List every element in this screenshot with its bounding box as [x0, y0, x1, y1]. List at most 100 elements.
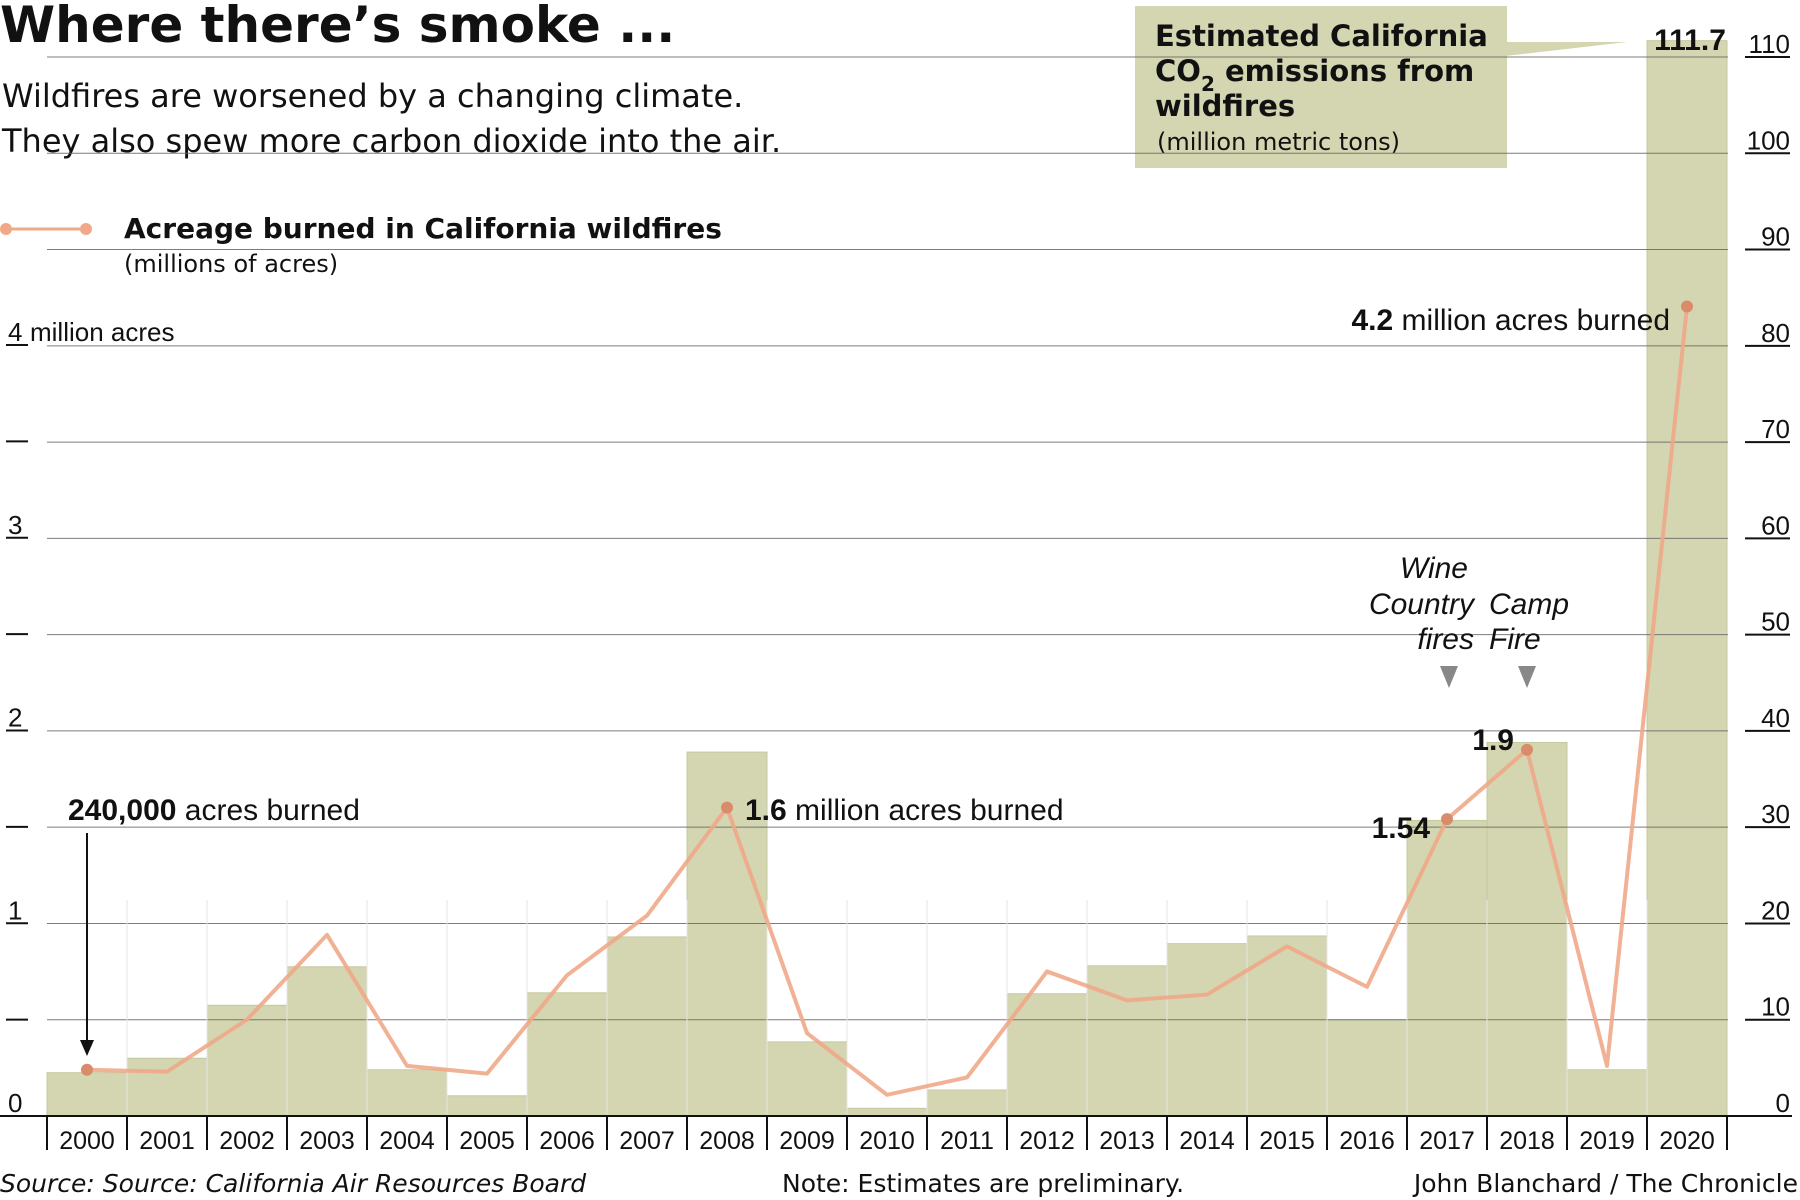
event-label-2017-line1: Wine — [1400, 552, 1468, 585]
line-legend-label: Acreage burned in California wildfires — [124, 212, 722, 245]
x-tick-label-2019: 2019 — [1579, 1127, 1635, 1155]
bar-2012 — [1006, 993, 1088, 1117]
bar-legend-label-line1: Estimated California — [1155, 19, 1488, 53]
bar-2000 — [46, 1072, 128, 1117]
bar-2007 — [606, 936, 688, 1117]
left-tick-label-1: 1 — [8, 895, 22, 925]
x-tick-label-2008: 2008 — [699, 1127, 755, 1155]
right-tick-label-20: 20 — [1761, 895, 1790, 925]
annotation-2017-value: 1.54 — [1372, 812, 1431, 845]
line-legend-marker-start — [0, 223, 12, 235]
chart-subtitle-line2: They also spew more carbon dioxide into … — [1, 122, 781, 160]
right-tick-label-30: 30 — [1761, 799, 1790, 829]
acreage-point-2018 — [1521, 743, 1533, 756]
acreage-point-2008 — [721, 801, 733, 814]
bar-2001 — [126, 1057, 208, 1117]
x-tick-label-2004: 2004 — [379, 1127, 435, 1155]
right-tick-label-110: 110 — [1749, 29, 1790, 59]
right-tick-label-10: 10 — [1761, 992, 1790, 1022]
acreage-point-2020 — [1681, 300, 1693, 313]
preliminary-note: Note: Estimates are preliminary. — [782, 1169, 1184, 1198]
callout-box — [1135, 6, 1507, 168]
annotation-2000: 240,000 acres burned — [68, 794, 360, 827]
right-tick-label-60: 60 — [1761, 510, 1790, 540]
annotation-2020: 4.2 million acres burned — [1351, 304, 1670, 337]
credit-line: John Blanchard / The Chronicle — [1412, 1169, 1798, 1198]
right-tick-label-90: 90 — [1761, 222, 1790, 252]
source-note: Source: Source: California Air Resources… — [0, 1169, 586, 1198]
left-axis: 0 1 2 3 4 million acres — [6, 317, 175, 1118]
right-tick-label-100: 100 — [1747, 125, 1790, 155]
bar-legend-label-line3: wildfires — [1155, 89, 1295, 123]
bar-2004 — [366, 1069, 448, 1117]
event-label-2017-line2: Country — [1369, 588, 1476, 621]
annotations: 240,000 acres burned 1.6 million acres b… — [68, 24, 1726, 1056]
x-tick-label-2017: 2017 — [1419, 1127, 1475, 1155]
bar-2016 — [1326, 1019, 1408, 1117]
acreage-point-2017 — [1441, 813, 1453, 826]
event-label-2017-line3: fires — [1417, 623, 1474, 656]
right-tick-label-70: 70 — [1761, 414, 1790, 444]
event-label-2018-line2: Fire — [1489, 623, 1541, 656]
bar-2005 — [446, 1095, 528, 1117]
bar-legend-units: (million metric tons) — [1157, 128, 1400, 156]
left-tick-label-4: 4 — [8, 317, 22, 347]
gridlines — [47, 56, 1728, 1116]
x-axis: 2000 2001 2002 2003 2004 2005 2006 2007 2008 2009… — [0, 1115, 1792, 1155]
event-marker-2017 — [1440, 666, 1458, 688]
x-tick-label-2015: 2015 — [1259, 1127, 1315, 1155]
line-legend-units: (millions of acres) — [124, 250, 338, 278]
left-tick-label-2: 2 — [8, 703, 22, 733]
x-tick-label-2016: 2016 — [1339, 1127, 1395, 1155]
x-tick-label-2011: 2011 — [940, 1127, 994, 1155]
left-axis-unit-label: million acres — [30, 317, 175, 347]
left-tick-label-0: 0 — [8, 1088, 22, 1118]
x-tick-label-2007: 2007 — [619, 1127, 675, 1155]
x-tick-label-2001: 2001 — [139, 1127, 195, 1155]
right-axis: 0 10 20 30 40 50 60 70 80 90 100 110 — [1745, 29, 1790, 1118]
right-tick-label-80: 80 — [1761, 318, 1790, 348]
x-tick-label-2003: 2003 — [299, 1127, 355, 1155]
bar-2019 — [1566, 1069, 1648, 1117]
line-series — [81, 300, 1693, 1097]
event-marker-2018 — [1518, 666, 1536, 688]
bar-2010 — [846, 1107, 928, 1117]
right-tick-label-0: 0 — [1776, 1088, 1790, 1118]
chart-subtitle-line1: Wildfires are worsened by a changing cli… — [2, 77, 743, 115]
event-label-2018-line1: Camp — [1489, 588, 1569, 621]
annotation-2018-value: 1.9 — [1472, 724, 1514, 757]
annotation-2008: 1.6 million acres burned — [745, 794, 1064, 827]
bar-2011 — [926, 1089, 1008, 1117]
x-tick-label-2005: 2005 — [459, 1127, 515, 1155]
bar-2003 — [286, 966, 368, 1117]
acreage-line — [86, 306, 1689, 1097]
line-legend-marker-end — [80, 223, 92, 235]
annotation-2000-arrowhead — [80, 1040, 94, 1056]
bar-2002 — [206, 1004, 288, 1117]
x-tick-label-2014: 2014 — [1179, 1127, 1235, 1155]
x-tick-label-2000: 2000 — [59, 1127, 115, 1155]
line-legend: Acreage burned in California wildfires (… — [0, 212, 722, 278]
annotation-2020-bar-value: 111.7 — [1654, 24, 1726, 57]
chart-title: Where there’s smoke ... — [0, 0, 675, 54]
x-tick-label-2009: 2009 — [779, 1127, 835, 1155]
x-tick-label-2012: 2012 — [1019, 1127, 1075, 1155]
x-tick-label-2013: 2013 — [1099, 1127, 1155, 1155]
right-tick-label-50: 50 — [1761, 607, 1790, 637]
bar-2014 — [1166, 943, 1248, 1117]
acreage-point-2000 — [81, 1063, 93, 1076]
x-tick-label-2010: 2010 — [859, 1127, 915, 1155]
x-tick-label-2006: 2006 — [539, 1127, 595, 1155]
right-tick-label-40: 40 — [1761, 703, 1790, 733]
callout-pointer — [1505, 42, 1627, 56]
bar-2006 — [526, 992, 608, 1117]
bar-2018 — [1486, 741, 1568, 1117]
x-tick-label-2002: 2002 — [219, 1127, 275, 1155]
left-tick-label-3: 3 — [8, 510, 22, 540]
x-tick-label-2020: 2020 — [1659, 1127, 1715, 1155]
bar-series — [46, 40, 1728, 1117]
bar-legend-label-line2: CO2 emissions from — [1155, 54, 1474, 96]
bar-legend-callout: Estimated California CO2 emissions from … — [1135, 6, 1627, 168]
bar-2017 — [1406, 819, 1488, 1117]
